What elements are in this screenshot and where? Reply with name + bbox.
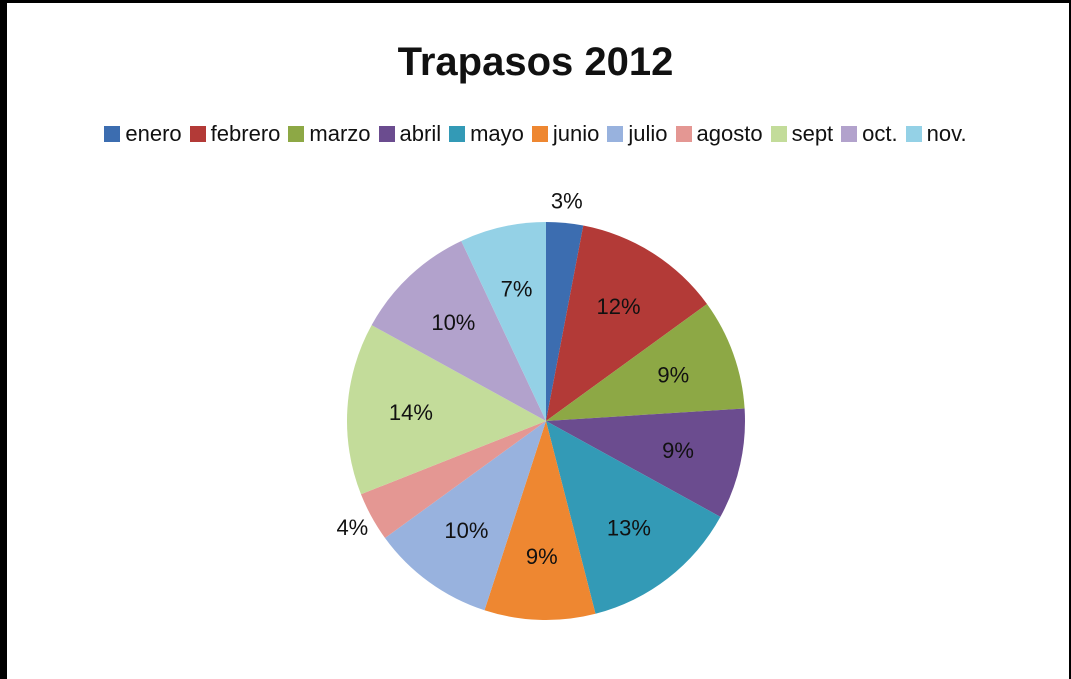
- legend-label: nov.: [926, 121, 967, 146]
- pie-slice: [546, 225, 707, 421]
- legend-label: junio: [552, 121, 600, 146]
- slice-data-label: 9%: [526, 544, 558, 569]
- legend-swatch: [531, 126, 548, 142]
- slice-data-label: 10%: [444, 518, 488, 543]
- legend-swatch: [770, 126, 787, 142]
- slice-data-label: 12%: [596, 294, 640, 319]
- legend-label: marzo: [309, 121, 371, 146]
- legend-item: oct.: [841, 121, 898, 147]
- pie-slice: [546, 421, 721, 614]
- legend-item: agosto: [675, 121, 763, 147]
- slice-data-label: 3%: [551, 188, 583, 213]
- pie-slice: [371, 240, 546, 421]
- slice-data-label: 9%: [662, 438, 694, 463]
- pie-slice: [546, 408, 745, 517]
- legend-item: junio: [531, 121, 600, 147]
- legend-label: oct.: [862, 121, 898, 146]
- slice-data-label: 10%: [431, 310, 475, 335]
- legend-swatch: [449, 126, 466, 142]
- pie-slice: [546, 304, 745, 421]
- slice-data-label: 7%: [501, 276, 533, 301]
- chart-legend: enero febrero marzo abril mayo junio julio agos…: [0, 121, 1071, 147]
- legend-label: agosto: [696, 121, 763, 146]
- slice-data-label: 4%: [336, 515, 368, 540]
- legend-swatch: [104, 126, 121, 142]
- legend-label: febrero: [210, 121, 281, 146]
- slice-data-label: 13%: [607, 515, 651, 540]
- legend-item: julio: [607, 121, 668, 147]
- pie-slice: [484, 421, 596, 620]
- legend-label: mayo: [470, 121, 524, 146]
- legend-item: sept: [770, 121, 834, 147]
- legend-swatch: [607, 126, 624, 142]
- slice-data-label: 9%: [657, 363, 689, 388]
- pie-slice: [347, 325, 546, 495]
- legend-label: enero: [125, 121, 182, 146]
- pie-slice: [546, 222, 584, 421]
- pie-slice: [385, 421, 546, 611]
- slice-data-label: 14%: [389, 400, 433, 425]
- legend-swatch: [189, 126, 206, 142]
- legend-swatch: [378, 126, 395, 142]
- legend-item: marzo: [288, 121, 371, 147]
- legend-swatch: [288, 126, 305, 142]
- legend-item: febrero: [189, 121, 281, 147]
- legend-swatch: [675, 126, 692, 142]
- legend-swatch: [841, 126, 858, 142]
- legend-label: abril: [399, 121, 442, 146]
- chart-title: Trapasos 2012: [397, 40, 674, 84]
- legend-label: julio: [628, 121, 668, 146]
- legend-label: sept: [791, 121, 834, 146]
- legend-item: enero: [104, 121, 182, 147]
- legend-item: mayo: [449, 121, 524, 147]
- legend-swatch: [905, 126, 922, 142]
- pie-slice: [461, 222, 546, 421]
- legend-item: abril: [378, 121, 442, 147]
- legend-item: nov.: [905, 121, 967, 147]
- pie-slice: [360, 421, 546, 538]
